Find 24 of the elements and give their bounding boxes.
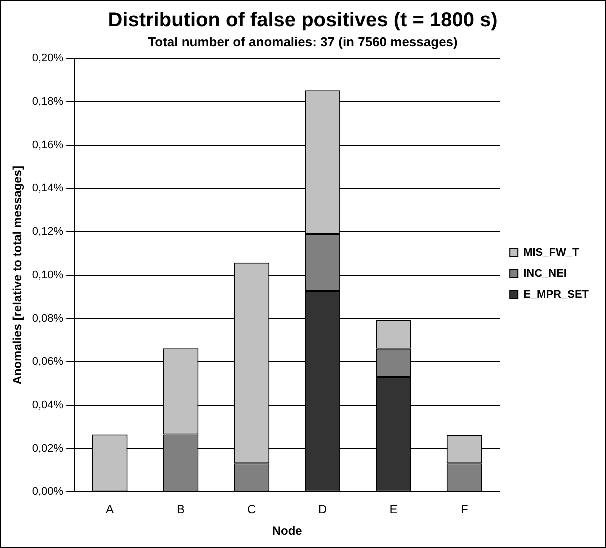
chart-title: Distribution of false positives (t = 1800 s) [108, 10, 498, 32]
x-tick-label: D [318, 502, 328, 517]
x-tick-label: C [248, 502, 257, 517]
y-tick-label: 0,18% [32, 96, 64, 108]
y-tick-label: 0,12% [32, 226, 64, 238]
y-tick-label: 0,06% [32, 356, 64, 368]
x-tick-label: E [390, 502, 398, 517]
y-axis-title: Anomalies [relative to total messages] [10, 166, 25, 385]
y-tick-label: 0,08% [32, 312, 64, 325]
y-tick-label: 0,14% [32, 182, 64, 195]
x-tick-label: A [106, 502, 114, 517]
legend-label: INC_NEI [524, 268, 567, 280]
y-tick-label: 0,02% [32, 442, 64, 455]
y-tick-label: 0,10% [32, 269, 64, 282]
chart-subtitle: Total number of anomalies: 37 (in 7560 messages) [148, 34, 458, 50]
y-tick-label: 0,00% [32, 486, 64, 498]
legend-label: MIS_FW_T [524, 247, 580, 260]
x-tick-label: F [460, 502, 468, 517]
y-tick-label: 0,20% [32, 52, 64, 65]
legend-label: E_MPR_SET [524, 289, 590, 302]
x-tick-label: B [176, 502, 185, 517]
x-axis-title: Node [272, 524, 303, 538]
y-tick-label: 0,16% [32, 139, 64, 152]
y-tick-label: 0,04% [32, 400, 64, 412]
